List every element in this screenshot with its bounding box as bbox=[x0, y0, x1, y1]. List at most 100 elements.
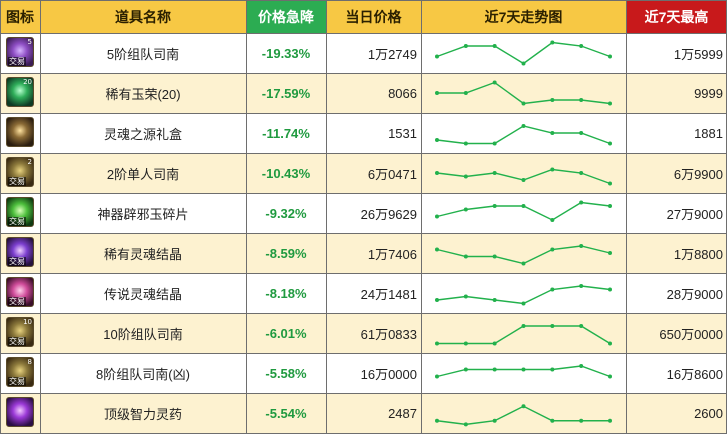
compass-icon[interactable]: 10 交易 bbox=[6, 317, 34, 347]
compass-icon[interactable]: 8 交易 bbox=[6, 357, 34, 387]
seven-day-high: 1万5999 bbox=[673, 46, 723, 62]
trend-point bbox=[435, 91, 439, 95]
purple-compass-icon[interactable]: 5 交易 bbox=[6, 37, 34, 67]
price-drop: -9.32% bbox=[265, 205, 307, 221]
seven-day-high: 16万8600 bbox=[666, 366, 723, 382]
price-drop: -6.01% bbox=[265, 325, 307, 341]
trend-sparkline bbox=[435, 167, 612, 186]
trend-point bbox=[521, 124, 526, 128]
trend-point bbox=[550, 131, 555, 135]
item-count-badge: 20 bbox=[23, 78, 32, 86]
trend-point bbox=[579, 364, 584, 368]
table-row[interactable] bbox=[0, 353, 727, 393]
trend-point bbox=[463, 141, 468, 146]
price-drop: -8.18% bbox=[265, 285, 307, 301]
green-jade-icon[interactable]: 20 bbox=[6, 77, 34, 107]
trend-point bbox=[550, 40, 555, 45]
trend-point bbox=[463, 422, 468, 427]
trend-sparkline bbox=[435, 324, 612, 346]
trend-sparkline bbox=[435, 200, 612, 222]
column-divider bbox=[40, 0, 41, 434]
header-price: 当日价格 bbox=[326, 0, 421, 33]
header-icon: 图标 bbox=[0, 0, 40, 33]
current-price: 16万0000 bbox=[360, 366, 417, 382]
trend-line bbox=[436, 285, 611, 305]
current-price: 2487 bbox=[388, 406, 417, 421]
trade-tag: 交易 bbox=[8, 297, 26, 306]
row-divider bbox=[0, 353, 727, 354]
trend-point bbox=[521, 324, 526, 328]
item-name[interactable]: 神器辟邪玉碎片 bbox=[97, 206, 189, 222]
trend-point bbox=[550, 167, 555, 172]
table-row[interactable] bbox=[0, 233, 727, 273]
trend-point bbox=[579, 171, 584, 175]
trend-line bbox=[436, 125, 611, 145]
item-name[interactable]: 传说灵魂结晶 bbox=[103, 286, 182, 302]
trend-point bbox=[463, 207, 468, 212]
pink-crystal-icon[interactable]: 交易 bbox=[6, 277, 34, 307]
item-name[interactable]: 8阶组队司南(凶) bbox=[96, 366, 190, 382]
current-price: 1万2749 bbox=[367, 46, 417, 62]
item-name[interactable]: 稀有灵魂结晶 bbox=[103, 246, 182, 262]
trend-point bbox=[492, 204, 497, 208]
trend-point bbox=[492, 341, 497, 346]
item-name[interactable]: 2阶单人司南 bbox=[106, 166, 180, 182]
item-count-badge: 8 bbox=[27, 358, 32, 366]
current-price: 1531 bbox=[388, 125, 417, 141]
seven-day-high: 2600 bbox=[694, 406, 723, 421]
table-row[interactable] bbox=[0, 273, 727, 313]
trend-point bbox=[579, 324, 584, 328]
price-drop: -8.59% bbox=[265, 245, 307, 261]
trend-point bbox=[492, 367, 497, 372]
table-row[interactable] bbox=[0, 73, 727, 113]
trend-point bbox=[492, 141, 497, 146]
price-drop: -19.33% bbox=[261, 45, 311, 61]
trend-point bbox=[521, 61, 526, 66]
table-row[interactable] bbox=[0, 113, 727, 153]
trend-point bbox=[435, 418, 439, 423]
trend-point bbox=[579, 131, 584, 135]
trade-tag: 交易 bbox=[8, 337, 26, 346]
row-divider bbox=[0, 33, 727, 34]
trend-line bbox=[436, 245, 611, 265]
trend-point bbox=[608, 141, 612, 146]
purple-potion-icon[interactable] bbox=[6, 397, 34, 427]
trend-point bbox=[608, 54, 612, 59]
table-row[interactable] bbox=[0, 313, 727, 353]
row-divider bbox=[0, 273, 727, 274]
soul-giftbox-icon[interactable] bbox=[6, 117, 34, 147]
table-row[interactable] bbox=[0, 393, 727, 434]
trend-sparkline bbox=[435, 284, 612, 306]
item-name[interactable]: 稀有玉荣(20) bbox=[105, 86, 181, 102]
table-row[interactable] bbox=[0, 153, 727, 193]
compass-icon[interactable]: 2 交易 bbox=[6, 157, 34, 187]
trend-point bbox=[492, 254, 497, 259]
trend-sparkline bbox=[435, 404, 612, 427]
item-name[interactable]: 顶级智力灵药 bbox=[103, 407, 182, 422]
price-drop: -5.58% bbox=[265, 365, 307, 381]
green-jade-shard-icon[interactable]: 交易 bbox=[6, 197, 34, 227]
table-row[interactable] bbox=[0, 193, 727, 233]
trend-line bbox=[436, 41, 611, 65]
trend-point bbox=[492, 80, 497, 85]
trend-point bbox=[608, 101, 612, 106]
purple-crystal-icon[interactable]: 交易 bbox=[6, 237, 34, 267]
item-name[interactable]: 灵魂之源礼盒 bbox=[103, 126, 182, 142]
trend-point bbox=[435, 214, 439, 219]
trend-point bbox=[608, 287, 612, 292]
item-name[interactable]: 10阶组队司南 bbox=[103, 326, 183, 342]
column-divider bbox=[626, 0, 627, 434]
trend-line bbox=[436, 405, 610, 426]
trend-point bbox=[463, 367, 468, 372]
trend-point bbox=[435, 171, 439, 175]
trend-point bbox=[550, 287, 555, 292]
item-count-badge: 2 bbox=[27, 158, 32, 166]
trend-line bbox=[437, 81, 611, 105]
trend-point bbox=[463, 294, 468, 299]
column-divider bbox=[326, 0, 327, 434]
trend-point bbox=[435, 341, 439, 346]
table-row[interactable] bbox=[0, 33, 727, 73]
trend-point bbox=[521, 404, 526, 409]
item-name[interactable]: 5阶组队司南 bbox=[106, 46, 180, 62]
trend-point bbox=[492, 44, 497, 48]
